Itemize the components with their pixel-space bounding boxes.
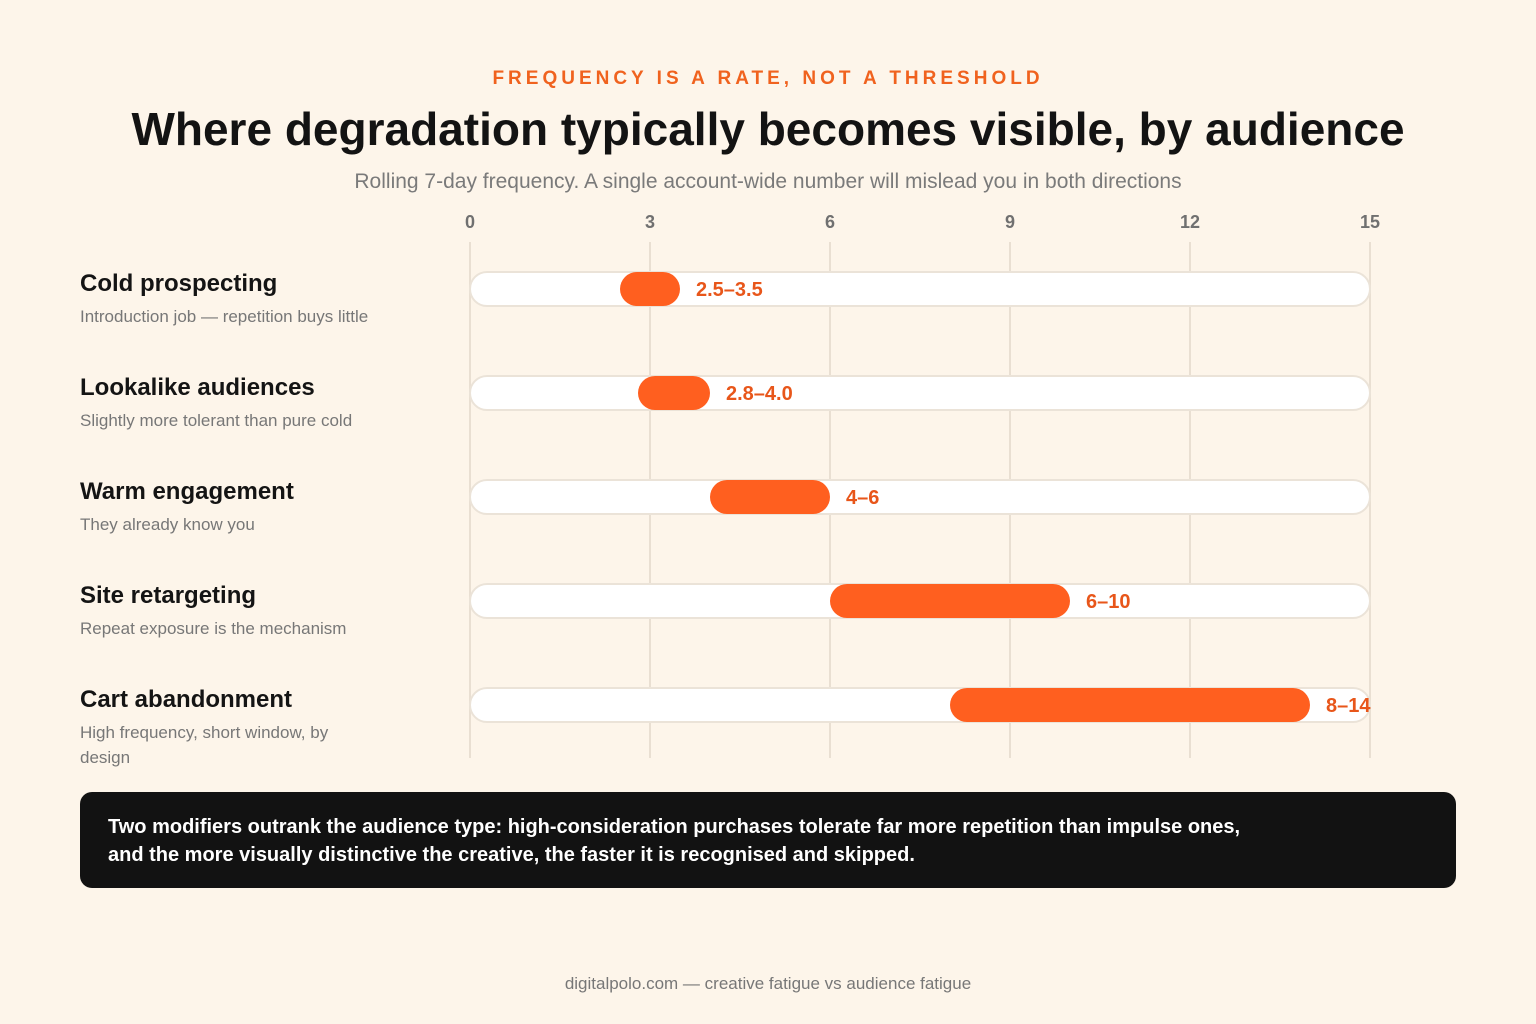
range-track bbox=[469, 479, 1371, 515]
subtitle: Rolling 7-day frequency. A single accoun… bbox=[354, 170, 1182, 193]
row-label: Site retargeting Repeat exposure is the m… bbox=[80, 582, 410, 641]
eyebrow: FREQUENCY IS A RATE, NOT A THRESHOLD bbox=[492, 68, 1044, 89]
range-bar bbox=[710, 480, 830, 514]
row-label: Warm engagement They already know you bbox=[80, 478, 410, 537]
row-name: Cold prospecting bbox=[80, 270, 278, 297]
x-tick-label: 15 bbox=[1360, 212, 1380, 232]
row-label: Lookalike audiences Slightly more toleran… bbox=[80, 374, 410, 433]
range-label: 2.8–4.0 bbox=[726, 383, 793, 405]
row-description: They already know you bbox=[80, 515, 255, 534]
range-bar bbox=[950, 688, 1310, 722]
callout-line-2: and the more visually distinctive the cr… bbox=[108, 844, 915, 866]
range-chart: 0 3 6 9 12 15 2.5–3.5 2.8–4.0 4–6 6–10 8–14 bbox=[465, 212, 1380, 758]
x-tick-label: 0 bbox=[465, 212, 475, 232]
range-track bbox=[469, 375, 1371, 411]
callout-line-1: Two modifiers outrank the audience type:… bbox=[108, 816, 1241, 838]
page-title: Where degradation typically becomes visi… bbox=[131, 103, 1405, 155]
range-bar bbox=[830, 584, 1070, 618]
row-description: High frequency, short window, by design bbox=[80, 723, 329, 767]
row-name: Warm engagement bbox=[80, 478, 294, 505]
x-tick-label: 12 bbox=[1180, 212, 1200, 232]
range-bar bbox=[638, 376, 710, 410]
row-description: Repeat exposure is the mechanism bbox=[80, 619, 347, 638]
row-description: Slightly more tolerant than pure cold bbox=[80, 411, 353, 430]
x-tick-label: 3 bbox=[645, 212, 655, 232]
row-label: Cold prospecting Introduction job — repet… bbox=[80, 270, 410, 329]
range-track bbox=[469, 271, 1371, 307]
x-tick-label: 6 bbox=[825, 212, 835, 232]
range-label: 8–14 bbox=[1326, 695, 1371, 717]
range-label: 2.5–3.5 bbox=[696, 279, 763, 301]
callout-box: Two modifiers outrank the audience type:… bbox=[80, 792, 1456, 888]
row-name: Site retargeting bbox=[80, 582, 257, 609]
range-label: 4–6 bbox=[846, 487, 879, 509]
x-tick-label: 9 bbox=[1005, 212, 1015, 232]
footer-credit: digitalpolo.com — creative fatigue vs au… bbox=[564, 974, 972, 993]
row-description: Introduction job — repetition buys littl… bbox=[80, 307, 369, 326]
range-label: 6–10 bbox=[1086, 591, 1131, 613]
row-name: Cart abandonment bbox=[80, 686, 293, 713]
range-bar bbox=[620, 272, 680, 306]
row-name: Lookalike audiences bbox=[80, 374, 315, 401]
row-label: Cart abandonment High frequency, short wi… bbox=[80, 686, 410, 770]
